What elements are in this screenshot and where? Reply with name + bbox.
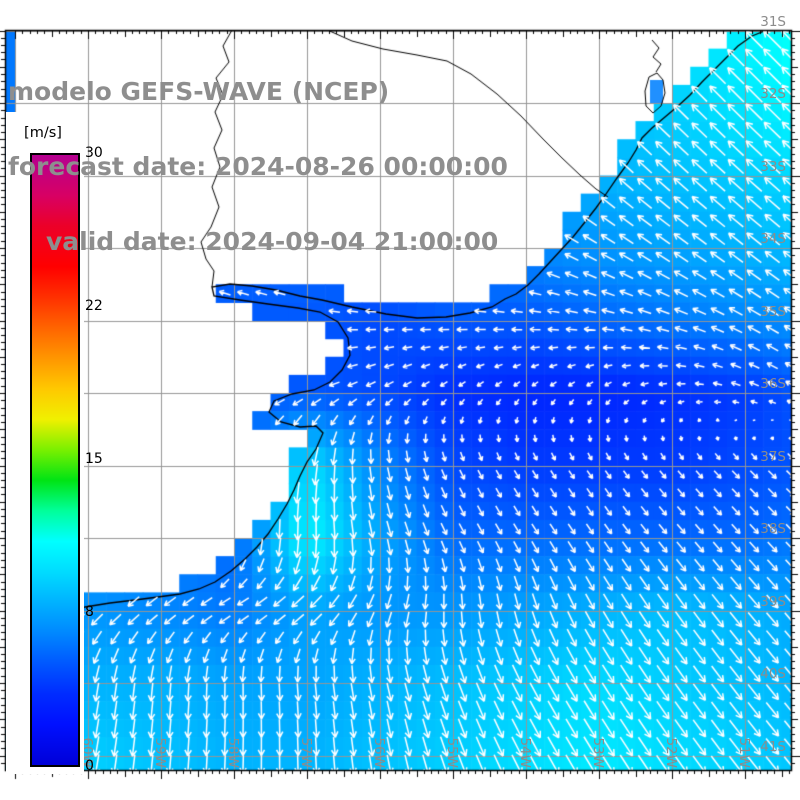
colorbar-tick-22: 22 xyxy=(85,298,103,315)
lon-label-55W: 55W xyxy=(444,737,460,768)
lat-label-35S: 35S xyxy=(760,303,786,320)
colorbar: [m/s] 0 8 15 22 30 xyxy=(6,112,103,774)
colorbar-tick-30: 30 xyxy=(85,145,103,161)
lon-label-53W: 53W xyxy=(590,737,606,768)
lat-label-34S: 34S xyxy=(760,231,786,247)
colorbar-units-label: [m/s] xyxy=(24,125,62,141)
lat-label-36S: 36S xyxy=(760,376,786,392)
colorbar-tick-8: 8 xyxy=(85,604,94,621)
lon-label-54W: 54W xyxy=(517,737,533,768)
lat-label-32S: 32S xyxy=(760,86,786,102)
lon-label-57W: 57W xyxy=(298,737,314,768)
lon-label-52W: 52W xyxy=(663,737,679,768)
lat-label-31S: 31S xyxy=(760,13,786,30)
colorbar-tick-0: 0 xyxy=(85,757,94,774)
colorbar-tick-15: 15 xyxy=(85,451,103,468)
colorbar-gradient-bar xyxy=(30,153,80,767)
lon-label-51W: 51W xyxy=(736,737,752,768)
lat-label-33S: 33S xyxy=(760,158,786,175)
valid-date-line: valid date: 2024-09-04 21:00:00 xyxy=(46,227,499,256)
lon-label-59W: 59W xyxy=(152,737,168,768)
lat-label-39S: 39S xyxy=(760,593,786,610)
lon-label-58W: 58W xyxy=(225,737,241,768)
lat-label-37S: 37S xyxy=(760,448,786,465)
lat-label-41S: 41S xyxy=(760,738,786,755)
forecast-date-line: forecast date: 2024-08-26 00:00:00 xyxy=(8,152,508,181)
lat-label-40S: 40S xyxy=(760,666,786,682)
lon-label-56W: 56W xyxy=(371,737,387,768)
lat-label-38S: 38S xyxy=(760,521,786,537)
model-title: modelo GEFS-WAVE (NCEP) xyxy=(8,77,390,106)
map-titles: modelo GEFS-WAVE (NCEP) forecast date: 2… xyxy=(8,29,508,304)
